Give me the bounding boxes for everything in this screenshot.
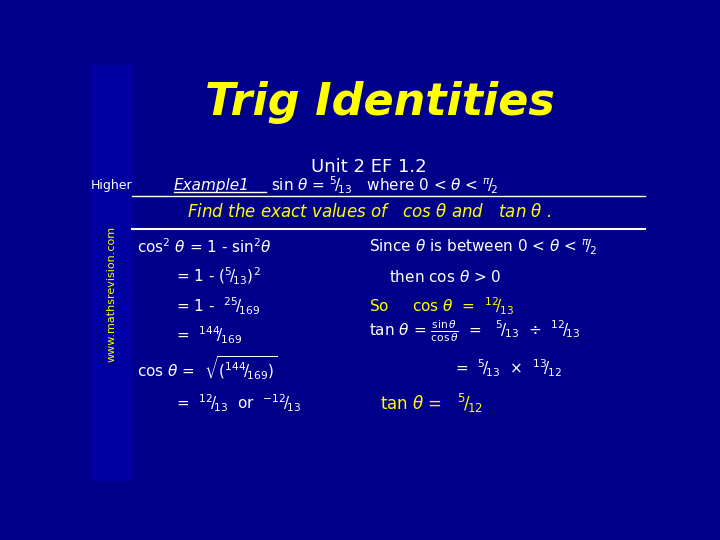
Text: www.mathsrevision.com: www.mathsrevision.com bbox=[107, 225, 116, 362]
Text: Higher: Higher bbox=[91, 179, 132, 192]
Text: Unit 2 EF 1.2: Unit 2 EF 1.2 bbox=[311, 158, 427, 176]
Text: So     cos $\theta$  =  $^{12}\!/_{\!13}$: So cos $\theta$ = $^{12}\!/_{\!13}$ bbox=[369, 295, 514, 316]
Text: = 1 - ($^5\!/_{\!13}$)$^2$: = 1 - ($^5\!/_{\!13}$)$^2$ bbox=[176, 266, 261, 287]
Text: sin $\theta$ = $^5\!/_{\!13}$   where 0 < $\theta$ < $^\pi\!/_{\!2}$: sin $\theta$ = $^5\!/_{\!13}$ where 0 < … bbox=[271, 174, 499, 196]
Text: Trig Identities: Trig Identities bbox=[205, 80, 555, 124]
Text: cos $\theta$ =  $\sqrt{(^{144}\!/_{\!169})}$: cos $\theta$ = $\sqrt{(^{144}\!/_{\!169}… bbox=[138, 355, 278, 382]
Text: = 1 -  $^{25}\!/_{\!169}$: = 1 - $^{25}\!/_{\!169}$ bbox=[176, 295, 261, 316]
Bar bbox=[90, 65, 132, 481]
Text: Example1: Example1 bbox=[174, 178, 250, 193]
Text: Since $\theta$ is between 0 < $\theta$ < $^\pi\!/_{\!2}$: Since $\theta$ is between 0 < $\theta$ <… bbox=[369, 237, 597, 256]
Text: Find the exact values of   cos $\theta$ and   tan $\theta$ .: Find the exact values of cos $\theta$ an… bbox=[186, 204, 552, 221]
Text: tan $\theta$ = $\frac{\sin\theta}{\cos\theta}$  =   $^5\!/_{\!13}$  $\div$  $^{1: tan $\theta$ = $\frac{\sin\theta}{\cos\t… bbox=[369, 318, 580, 343]
Text: =  $^{144}\!/_{\!169}$: = $^{144}\!/_{\!169}$ bbox=[176, 325, 243, 346]
Text: =  $^5\!/_{\!13}$  $\times$  $^{13}\!/_{\!12}$: = $^5\!/_{\!13}$ $\times$ $^{13}\!/_{\!1… bbox=[456, 357, 562, 379]
Text: cos$^2$ $\theta$ = 1 - sin$^2$$\theta$: cos$^2$ $\theta$ = 1 - sin$^2$$\theta$ bbox=[138, 238, 272, 256]
Text: =  $^{12}\!/_{\!13}$  or  $^{-12}\!/_{\!13}$: = $^{12}\!/_{\!13}$ or $^{-12}\!/_{\!13}… bbox=[176, 393, 302, 414]
Text: tan $\theta$ =   $^5\!/_{\!12}$: tan $\theta$ = $^5\!/_{\!12}$ bbox=[380, 392, 483, 415]
Text: then cos $\theta$ > 0: then cos $\theta$ > 0 bbox=[389, 269, 501, 285]
